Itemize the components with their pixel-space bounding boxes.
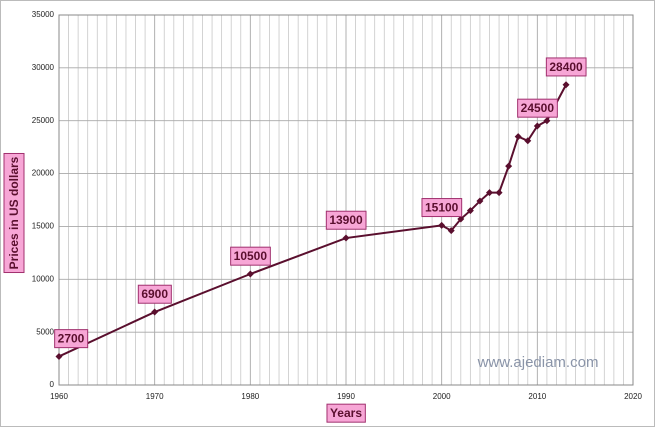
data-point	[151, 308, 159, 316]
data-point	[495, 189, 503, 197]
x-tick-label: 1960	[50, 392, 68, 401]
data-label-box	[54, 329, 89, 349]
y-tick-label: 20000	[32, 169, 55, 178]
data-label: 13900	[329, 213, 363, 227]
data-point	[342, 234, 350, 242]
watermark: www.ajediam.com	[477, 354, 599, 371]
y-tick-label: 5000	[36, 327, 54, 336]
y-axis-title-box	[3, 152, 25, 274]
data-point	[543, 117, 551, 125]
data-point	[457, 215, 465, 223]
data-label-box	[517, 98, 558, 118]
data-label: 2700	[58, 332, 85, 346]
data-point	[466, 207, 474, 215]
y-tick-label: 35000	[32, 10, 55, 19]
data-point	[486, 189, 493, 197]
data-label: 24500	[521, 101, 555, 115]
y-tick-label: 0	[50, 380, 55, 389]
x-tick-label: 2000	[433, 392, 451, 401]
data-point	[524, 137, 532, 145]
data-label: 10500	[234, 249, 268, 263]
data-point	[533, 122, 541, 130]
y-tick-label: 30000	[32, 63, 55, 72]
data-label-box	[137, 284, 172, 304]
data-point	[514, 133, 522, 141]
y-tick-label: 15000	[32, 222, 55, 231]
data-point	[447, 227, 455, 235]
y-axis-title: Prices in US dollars	[7, 156, 21, 269]
data-label-box	[421, 198, 463, 218]
x-tick-label: 1980	[241, 392, 259, 401]
x-tick-label: 2010	[528, 392, 546, 401]
x-tick-label: 1990	[337, 392, 355, 401]
data-label-box	[230, 246, 271, 266]
y-tick-label: 10000	[32, 274, 55, 283]
plot-border	[58, 14, 634, 386]
data-point	[476, 197, 484, 205]
data-point	[55, 352, 63, 360]
x-axis-title-box	[326, 403, 366, 423]
data-label: 15100	[425, 201, 459, 215]
data-point	[438, 221, 446, 229]
data-label: 28400	[549, 60, 583, 74]
x-tick-label: 1970	[146, 392, 164, 401]
data-point	[246, 270, 254, 278]
x-axis-title: Years	[330, 406, 362, 420]
data-point	[505, 162, 513, 170]
data-label: 6900	[141, 287, 168, 301]
x-tick-label: 2020	[624, 392, 642, 401]
data-point	[562, 81, 570, 89]
data-label-box	[545, 57, 587, 77]
y-tick-label: 25000	[32, 116, 55, 125]
data-label-box	[325, 210, 367, 230]
